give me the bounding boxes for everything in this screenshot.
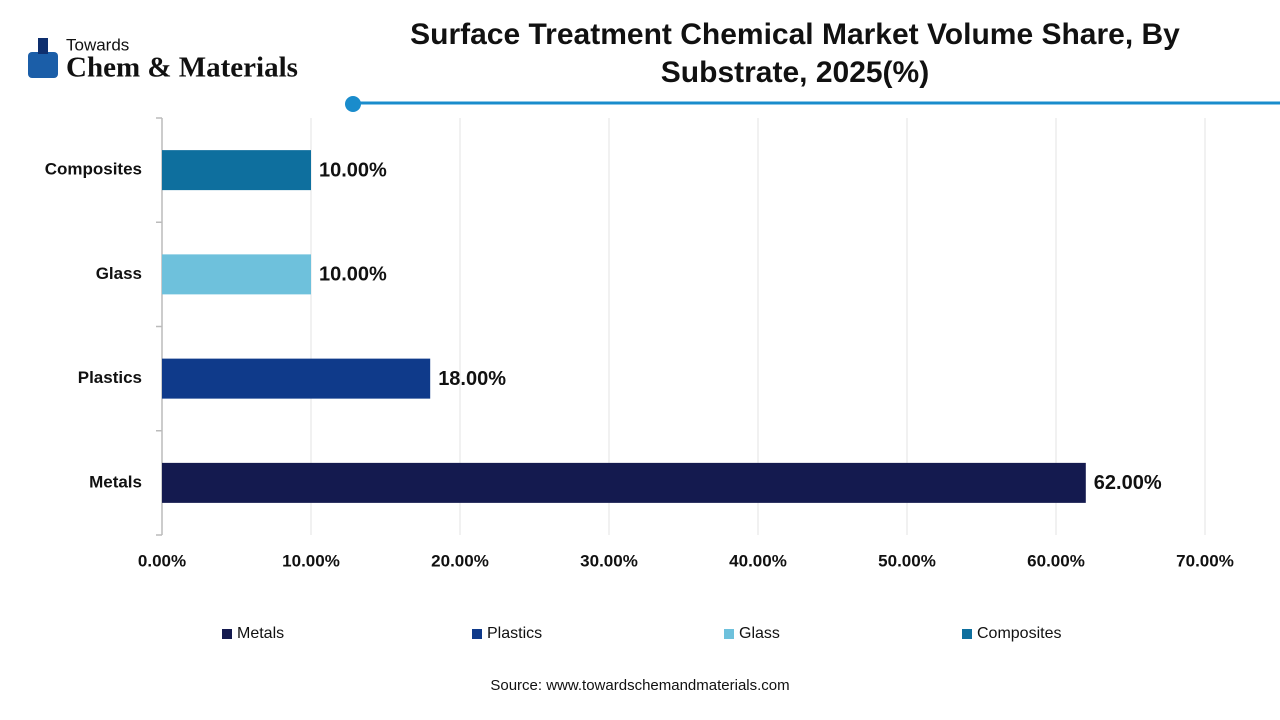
legend-swatch (222, 629, 232, 639)
y-tick-label: Metals (89, 472, 142, 491)
y-tick-label: Composites (45, 160, 142, 179)
legend-label: Plastics (487, 625, 542, 642)
value-label: 18.00% (438, 368, 506, 390)
x-tick-label: 70.00% (1176, 551, 1234, 570)
source: Source: www.towardschemandmaterials.com (490, 677, 789, 694)
logo: Towards Chem & Materials (28, 35, 298, 84)
x-tick-label: 40.00% (729, 551, 787, 570)
x-tick-label: 30.00% (580, 551, 638, 570)
bar (162, 150, 311, 191)
y-tick-label: Glass (96, 264, 142, 283)
chart-title: Surface Treatment Chemical Market Volume… (410, 18, 1180, 89)
bar (162, 462, 1086, 503)
x-tick-label: 10.00% (282, 551, 340, 570)
value-label: 10.00% (319, 159, 387, 181)
legend-label: Composites (977, 625, 1061, 642)
value-label: 62.00% (1094, 472, 1162, 494)
bar (162, 358, 431, 399)
legend-label: Glass (739, 625, 780, 642)
title-rule-dot (345, 96, 361, 112)
x-tick-label: 50.00% (878, 551, 936, 570)
logo-top: Towards (66, 35, 129, 54)
legend-swatch (724, 629, 734, 639)
logo-main: Chem & Materials (66, 52, 298, 84)
x-tick-label: 60.00% (1027, 551, 1085, 570)
logo-icon (28, 52, 58, 78)
logo-icon (38, 38, 48, 54)
legend-swatch (472, 629, 482, 639)
x-tick-label: 20.00% (431, 551, 489, 570)
legend-swatch (962, 629, 972, 639)
legend-label: Metals (237, 625, 284, 642)
value-label: 10.00% (319, 264, 387, 286)
x-tick-label: 0.00% (138, 551, 186, 570)
bar (162, 254, 311, 295)
y-tick-label: Plastics (78, 368, 142, 387)
